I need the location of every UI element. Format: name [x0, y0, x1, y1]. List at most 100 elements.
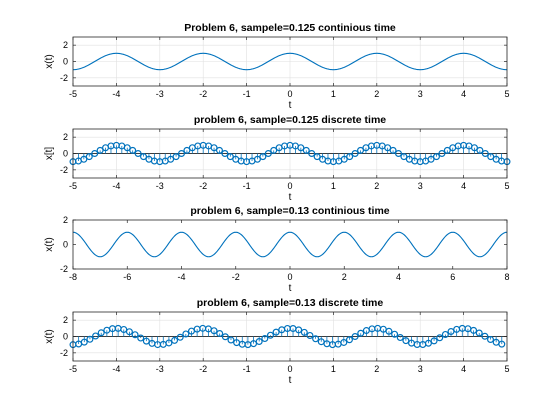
x-tick-label: -1 — [243, 181, 251, 191]
y-tick-label: 0 — [63, 332, 68, 342]
stem-marker — [167, 155, 175, 163]
stem-marker — [272, 328, 280, 336]
stem-marker — [308, 150, 316, 158]
x-tick-label: 0 — [287, 181, 292, 191]
stem-marker — [312, 335, 320, 343]
x-tick-label: -2 — [199, 181, 207, 191]
stem-marker — [357, 329, 365, 337]
x-tick-label: -8 — [69, 272, 77, 282]
x-tick-label: 2 — [374, 364, 379, 374]
stem-marker — [487, 153, 495, 161]
stem-marker — [476, 146, 484, 154]
stem-marker — [120, 325, 128, 333]
stem-marker — [389, 146, 397, 154]
subplot-4: -5 -4 -3 -2 -1 0 1 2 3 4 5 2 0 -2 problem 6, sample=0.… — [44, 297, 510, 386]
stem-marker — [261, 335, 269, 343]
stem-marker — [221, 333, 229, 341]
subplot-1: -5 -4 -3 -2 -1 0 1 2 3 4 5 2 0 -2 Problem 6, sampele=0… — [44, 22, 510, 111]
x-tick-label: -3 — [156, 89, 164, 99]
y-tick-label: -2 — [60, 165, 68, 175]
plot-area — [73, 220, 507, 269]
x-tick-label: 1 — [331, 181, 336, 191]
stem-marker — [313, 153, 321, 161]
x-tick-label: 3 — [418, 364, 423, 374]
stem-marker — [134, 150, 142, 158]
subplot-3: -8 -6 -4 -2 0 2 4 6 8 2 0 -2 problem 6, sample=0.13 … — [44, 205, 510, 294]
stem-marker — [140, 153, 148, 161]
x-tick-label: -1 — [243, 364, 251, 374]
stem-marker — [436, 334, 444, 342]
x-tick-label: -4 — [112, 181, 120, 191]
y-tick-label: 0 — [63, 149, 68, 159]
subplot-2-xlabel: t — [289, 192, 292, 203]
stem-marker — [427, 155, 435, 163]
stem-marker — [470, 144, 478, 152]
subplot-2-title: problem 6, sample=0.125 discrete time — [194, 114, 386, 126]
stem-marker — [470, 326, 478, 334]
stem-marker — [391, 330, 399, 338]
stem-marker — [424, 339, 432, 347]
x-tick-label: -4 — [177, 272, 185, 282]
stem-marker — [253, 155, 261, 163]
x-tick-label: -2 — [199, 364, 207, 374]
x-tick-label: 2 — [342, 272, 347, 282]
stem-marker — [210, 327, 218, 335]
stem-marker — [183, 146, 191, 154]
stem-marker — [125, 328, 133, 336]
stem-marker — [227, 336, 235, 344]
x-tick-label: -3 — [156, 364, 164, 374]
x-tick-label: 4 — [461, 364, 466, 374]
stem-marker — [351, 333, 359, 341]
x-tick-label: 5 — [504, 181, 509, 191]
y-tick-label: -2 — [60, 348, 68, 358]
stem-marker — [259, 153, 267, 161]
x-tick-label: 4 — [461, 89, 466, 99]
x-tick-label: 8 — [504, 272, 509, 282]
subplot-1-title: Problem 6, sampele=0.125 continious time — [184, 22, 396, 34]
stem-marker — [306, 331, 314, 339]
series-line — [72, 231, 508, 258]
stem-marker — [123, 144, 131, 152]
stem-marker — [137, 334, 145, 342]
stem-marker — [171, 336, 179, 344]
stem-marker — [86, 335, 94, 343]
stem-marker — [385, 327, 393, 335]
stem-marker — [270, 146, 278, 154]
stem-marker — [92, 332, 100, 340]
subplot-1-xlabel: t — [289, 100, 292, 111]
stem-marker — [131, 331, 139, 339]
stem-marker — [357, 146, 365, 154]
stem-marker — [215, 146, 223, 154]
stem-marker — [441, 330, 449, 338]
stem-marker — [340, 155, 348, 163]
stem-marker — [165, 339, 173, 347]
y-tick-label: 2 — [63, 40, 68, 50]
stem-marker — [182, 330, 190, 338]
stem-marker — [96, 146, 104, 154]
x-tick-label: -2 — [199, 89, 207, 99]
x-tick-label: -4 — [112, 364, 120, 374]
stem-marker — [255, 338, 263, 346]
x-tick-label: -5 — [69, 364, 77, 374]
stem-marker — [432, 153, 440, 161]
subplot-3-title: problem 6, sample=0.13 continious time — [190, 205, 389, 217]
x-tick-label: 2 — [374, 181, 379, 191]
x-tick-label: -5 — [69, 89, 77, 99]
y-tick-label: 2 — [63, 215, 68, 225]
stem-marker — [345, 336, 353, 344]
subplot-4-xlabel: t — [289, 375, 292, 386]
x-tick-label: -6 — [123, 272, 131, 282]
x-tick-label: -1 — [243, 89, 251, 99]
x-tick-label: 0 — [287, 272, 292, 282]
x-tick-label: 2 — [374, 89, 379, 99]
stem-marker — [402, 337, 410, 345]
subplot-4-ylabel: x(t) — [44, 329, 55, 343]
stem-marker — [430, 337, 438, 345]
x-tick-label: 5 — [504, 364, 509, 374]
x-tick-label: -4 — [112, 89, 120, 99]
stem-marker — [85, 153, 93, 161]
y-tick-label: 0 — [63, 57, 68, 67]
stem-marker — [297, 144, 305, 152]
stem-marker — [438, 150, 446, 158]
